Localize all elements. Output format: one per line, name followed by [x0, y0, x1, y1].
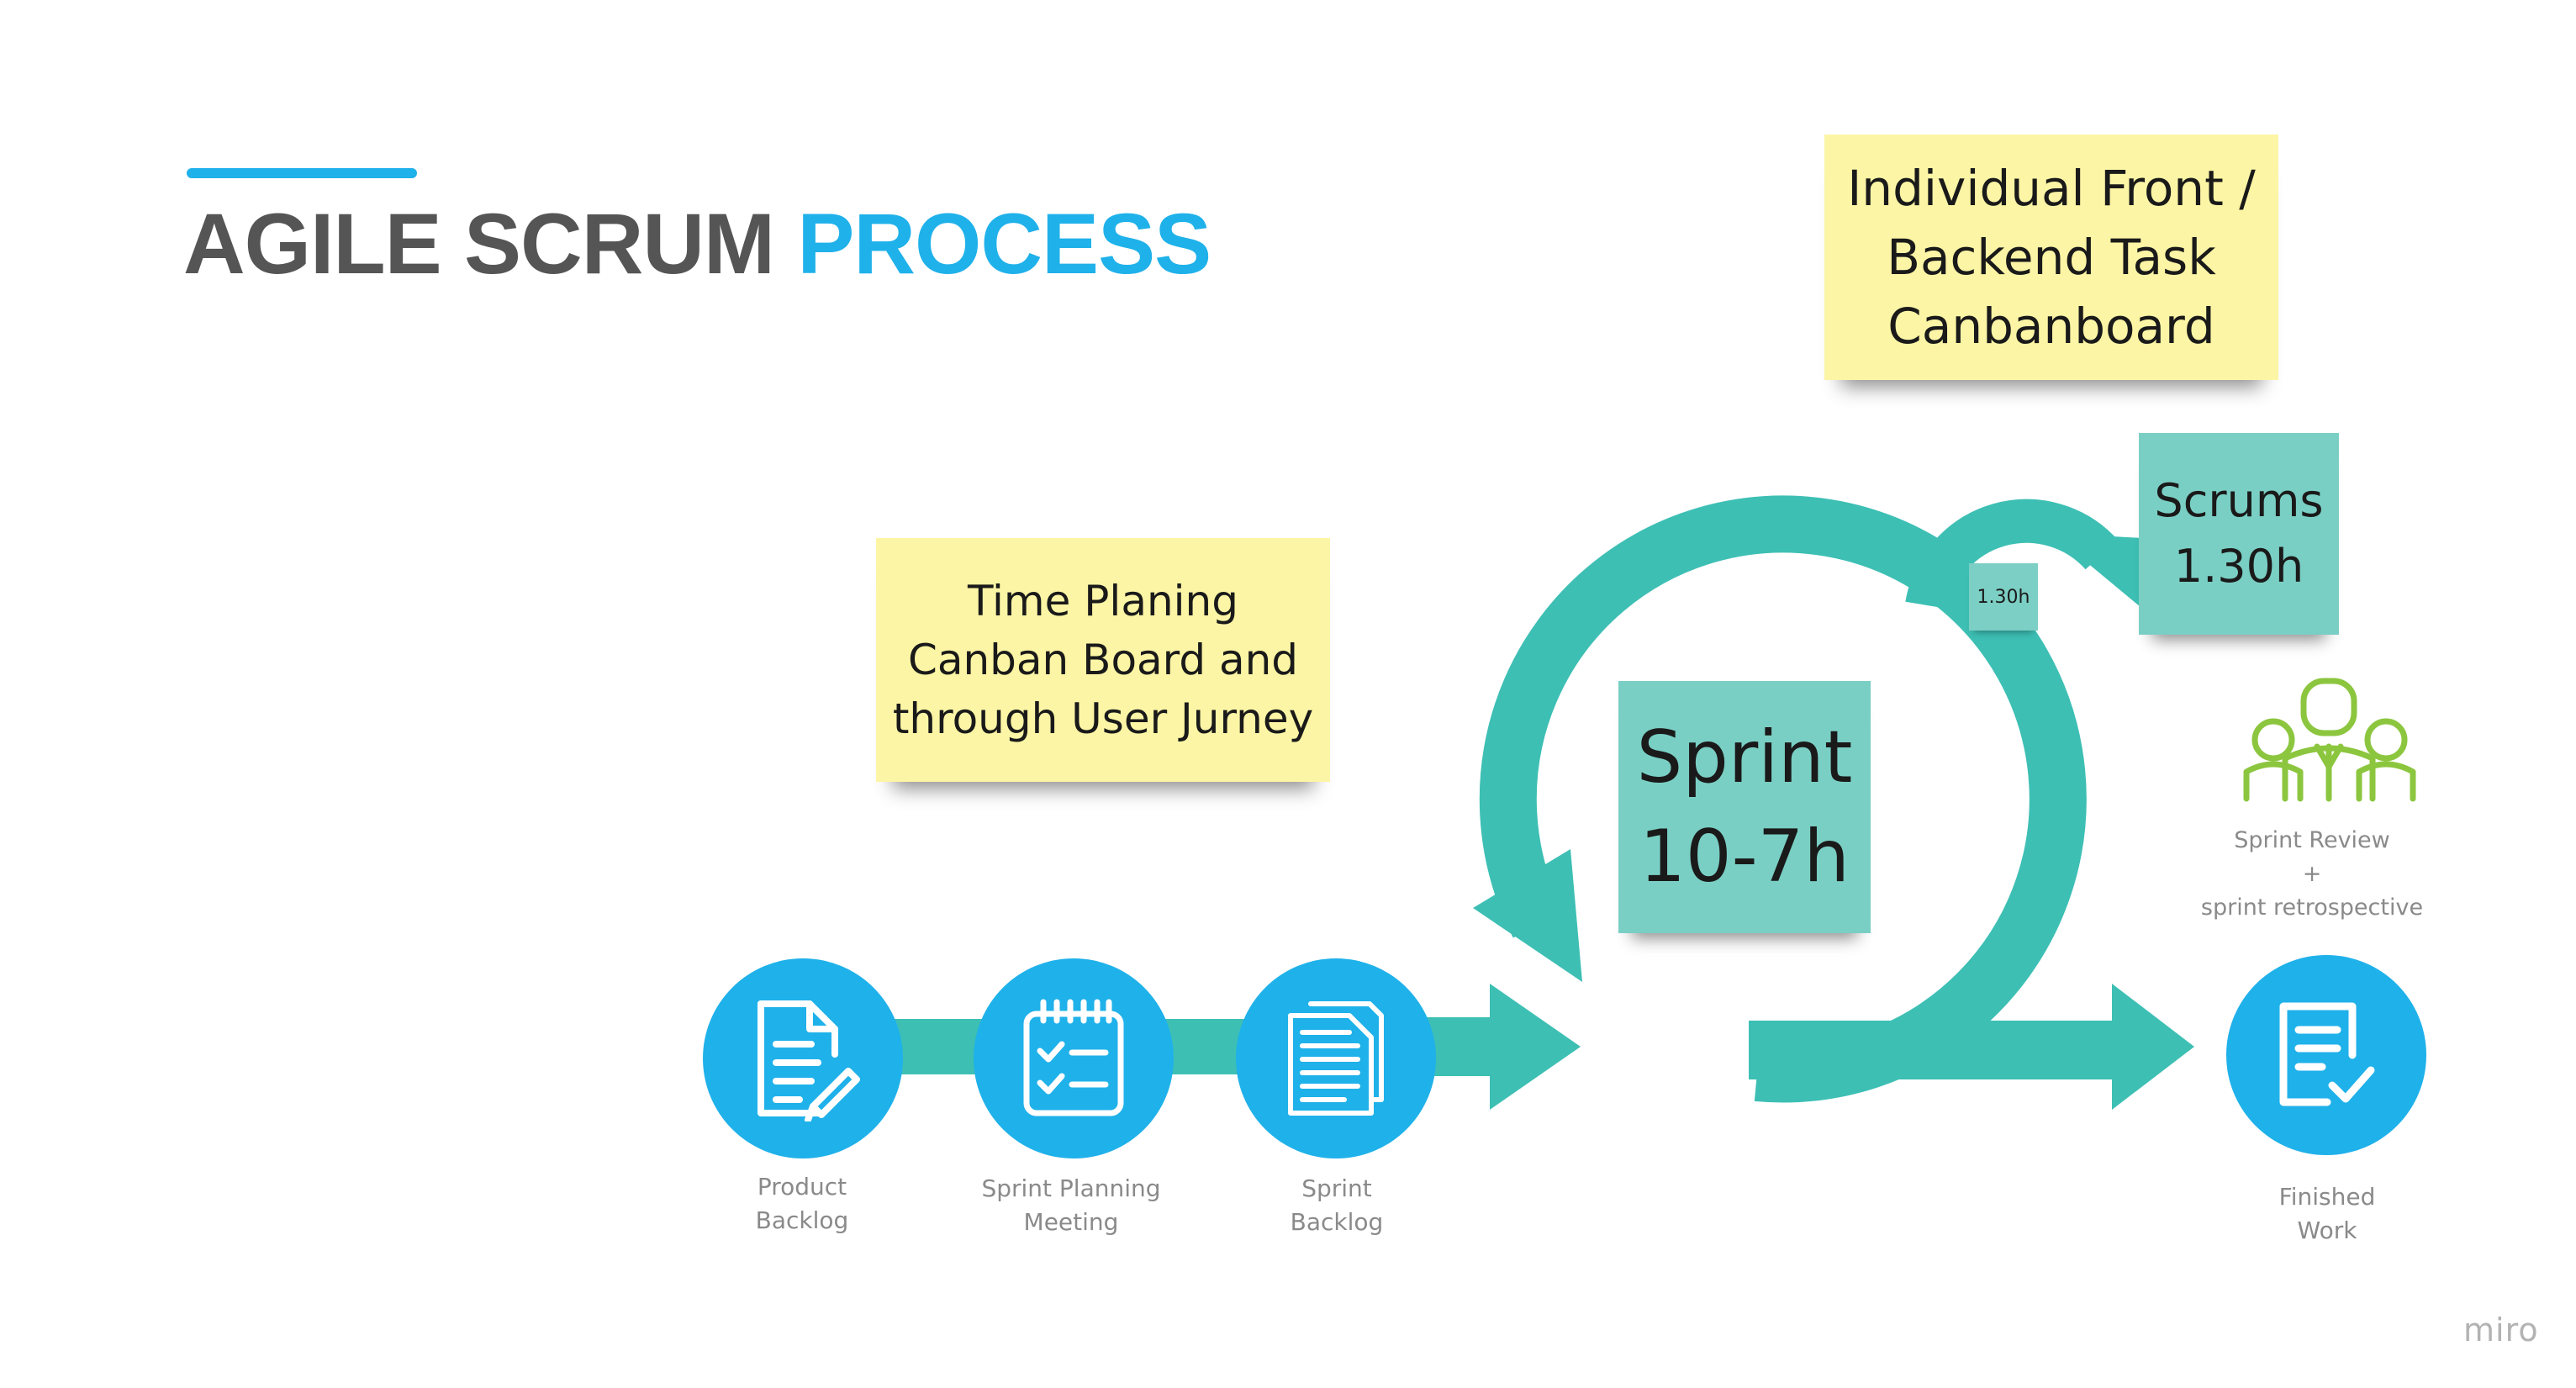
- sprint-review-label: Sprint Review + sprint retrospective: [2186, 824, 2438, 925]
- sprint-backlog-circle: [1236, 958, 1436, 1158]
- team-people-icon: [2243, 678, 2416, 802]
- note-line: Sprint: [1636, 715, 1853, 800]
- label-line: Sprint: [1301, 1174, 1372, 1202]
- note-line: through User Jurney: [892, 694, 1314, 743]
- sprint-backlog-label: Sprint Backlog: [1211, 1172, 1463, 1239]
- label-line: Backlog: [755, 1206, 849, 1234]
- sticky-note-backend-task[interactable]: Individual Front / Backend Task Canbanbo…: [1824, 135, 2278, 380]
- finished-work-label: Finished Work: [2201, 1180, 2453, 1248]
- note-line: Canbanboard: [1887, 298, 2215, 355]
- title-part-1: AGILE SCRUM: [183, 196, 775, 292]
- page-title: AGILE SCRUM PROCESS: [183, 193, 1211, 294]
- checklist-notepad-icon: [1023, 999, 1124, 1116]
- miro-watermark: miro: [2463, 1311, 2539, 1348]
- stacked-documents-icon: [1288, 1001, 1384, 1116]
- arrow-into-sprint: [1421, 984, 1581, 1110]
- label-line: +: [2302, 861, 2322, 887]
- sticky-note-time-planning[interactable]: Time Planing Canban Board and through Us…: [876, 538, 1330, 782]
- note-line: Scrums: [2154, 474, 2324, 527]
- daily-scrum-arrow: [1905, 499, 2142, 610]
- note-line: 10-7h: [1639, 815, 1850, 899]
- finished-work-circle: [2226, 955, 2426, 1155]
- sticky-note-scrums[interactable]: Scrums 1.30h: [2139, 433, 2339, 635]
- title-part-2: PROCESS: [797, 196, 1211, 292]
- label-line: Backlog: [1290, 1208, 1384, 1236]
- note-line: 1.30h: [2173, 540, 2304, 593]
- label-line: Sprint Review: [2234, 827, 2390, 853]
- note-line: 1.30h: [1977, 586, 2030, 608]
- note-line: Individual Front /: [1847, 160, 2256, 217]
- sprint-planning-label: Sprint Planning Meeting: [945, 1172, 1197, 1239]
- arrow-to-finished: [1749, 984, 2194, 1110]
- product-backlog-label: Product Backlog: [676, 1170, 928, 1238]
- label-line: sprint retrospective: [2200, 895, 2424, 921]
- note-line: Backend Task: [1887, 229, 2216, 286]
- title-accent-bar: [187, 168, 417, 178]
- sticky-note-sprint[interactable]: Sprint 10-7h: [1618, 681, 1871, 933]
- product-backlog-circle: [703, 958, 903, 1158]
- sprint-planning-circle: [974, 958, 1174, 1158]
- document-check-icon: [2279, 1002, 2375, 1106]
- label-line: Sprint Planning: [981, 1174, 1161, 1202]
- label-line: Meeting: [1023, 1208, 1119, 1236]
- document-pencil-icon: [757, 1000, 860, 1121]
- note-line: Time Planing: [968, 577, 1238, 625]
- label-line: Product: [757, 1173, 847, 1201]
- label-line: Finished: [2278, 1183, 2376, 1211]
- label-line: Work: [2297, 1216, 2357, 1244]
- note-line: Canban Board and: [907, 636, 1299, 684]
- sticky-note-small-duration[interactable]: 1.30h: [1969, 563, 2038, 631]
